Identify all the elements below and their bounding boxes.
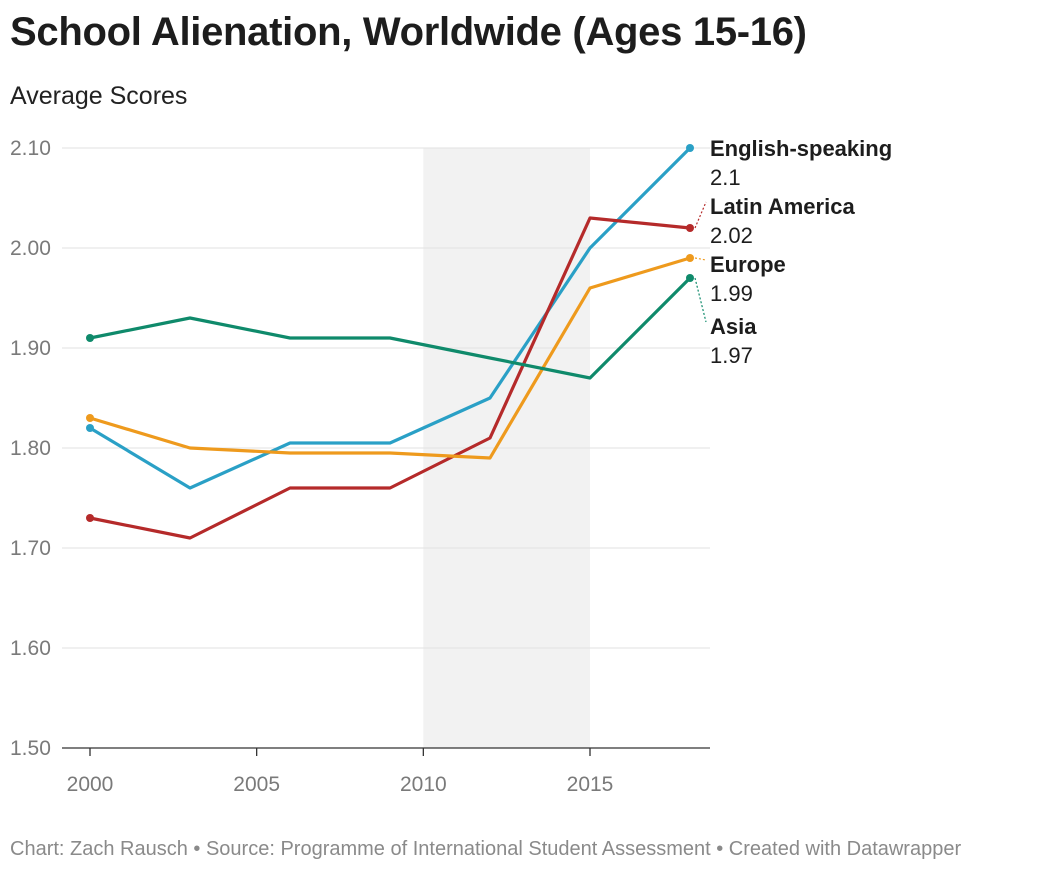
series-line-europe (88, 256, 692, 460)
series-line-english-speaking (88, 146, 692, 490)
chart-title: School Alienation, Worldwide (Ages 15-16… (10, 10, 807, 54)
label-connector-asia (694, 277, 707, 323)
series-start-point-europe (86, 414, 94, 422)
series-line-latin-america (88, 216, 692, 540)
series-label-latin-america: Latin America (710, 194, 855, 219)
series-value-english-speaking: 2.1 (710, 165, 741, 190)
x-tick-label: 2005 (233, 773, 280, 796)
series-end-point-asia (686, 274, 694, 282)
x-axis: 2000 2005 2010 2015 (62, 747, 710, 796)
series-end-point-english-speaking (686, 144, 694, 152)
series-line-asia (88, 276, 692, 380)
y-gridlines (62, 147, 710, 649)
label-connector-latin-america (694, 201, 707, 229)
series-labels: English-speaking 2.1 Latin America 2.02 Euro… (694, 136, 892, 368)
series-value-latin-america: 2.02 (710, 223, 753, 248)
y-tick-label: 1.80 (10, 437, 51, 460)
y-tick-label: 1.60 (10, 637, 51, 660)
x-tick-label: 2000 (67, 773, 114, 796)
x-tick-label: 2010 (400, 773, 447, 796)
series-label-europe: Europe (710, 252, 786, 277)
y-tick-label: 1.90 (10, 337, 51, 360)
series-start-point-english-speaking (86, 424, 94, 432)
series-label-english-speaking: English-speaking (710, 136, 892, 161)
series-label-asia: Asia (710, 314, 757, 339)
series-lines (86, 144, 694, 540)
chart-footer: Chart: Zach Rausch • Source: Programme o… (10, 838, 962, 860)
series-start-point-asia (86, 334, 94, 342)
series-end-point-latin-america (686, 224, 694, 232)
y-tick-label: 1.50 (10, 737, 51, 760)
series-value-asia: 1.97 (710, 343, 753, 368)
chart-subtitle: Average Scores (10, 82, 188, 110)
y-tick-label: 1.70 (10, 537, 51, 560)
y-axis-tick-labels: 1.50 1.60 1.70 1.80 1.90 2.00 2.10 (10, 137, 51, 760)
y-tick-label: 2.10 (10, 137, 51, 160)
y-tick-label: 2.00 (10, 237, 51, 260)
label-connector-europe (694, 257, 707, 261)
series-end-point-europe (686, 254, 694, 262)
series-value-europe: 1.99 (710, 281, 753, 306)
x-tick-label: 2015 (567, 773, 614, 796)
series-start-point-latin-america (86, 514, 94, 522)
